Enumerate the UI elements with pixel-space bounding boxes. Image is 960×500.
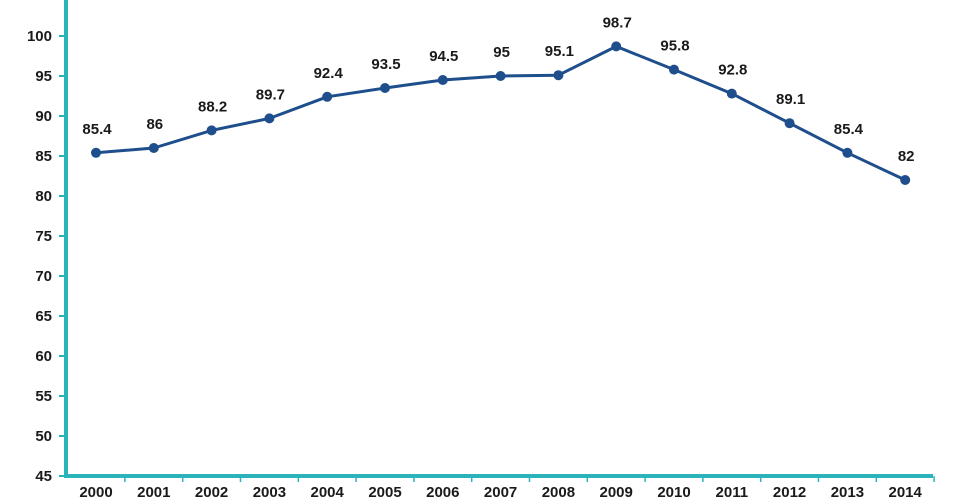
y-tick-label: 75 xyxy=(35,228,52,245)
x-tick-label: 2012 xyxy=(773,484,806,500)
data-point xyxy=(495,71,506,81)
y-tick-label: 95 xyxy=(35,68,52,85)
data-label: 92.4 xyxy=(314,65,344,82)
y-tick-label: 55 xyxy=(35,388,52,405)
y-tick-label: 100 xyxy=(27,28,52,45)
x-tick-label: 2003 xyxy=(253,484,286,500)
y-tick-label: 85 xyxy=(35,148,52,165)
data-point xyxy=(669,64,679,75)
data-point xyxy=(322,91,333,102)
y-tick-label: 90 xyxy=(35,108,52,125)
x-axis-ticks: 2000 2001 2002 2003 2004 2005 2006 2007 2008 2009… xyxy=(79,476,935,500)
x-tick-label: 2000 xyxy=(79,484,112,500)
x-tick-label: 2001 xyxy=(137,484,170,500)
x-tick-label: 2002 xyxy=(195,484,228,500)
y-tick-label: 60 xyxy=(35,348,52,365)
data-point xyxy=(900,175,911,185)
data-labels: 85.4 86 88.2 89.7 92.4 93.5 94.5 95 95.1 98.7 95.8… xyxy=(82,14,914,165)
data-point xyxy=(91,147,101,158)
data-point xyxy=(437,75,448,85)
x-tick-label: 2014 xyxy=(889,484,923,500)
data-label: 98.7 xyxy=(603,14,632,31)
data-point xyxy=(206,125,217,136)
data-point xyxy=(148,143,159,153)
data-label: 82 xyxy=(898,148,915,165)
data-label: 86 xyxy=(146,116,163,133)
data-point xyxy=(553,70,564,81)
y-axis-ticks: 45 50 55 60 65 70 75 80 85 90 95 100 xyxy=(27,28,66,485)
x-tick-label: 2004 xyxy=(311,484,345,500)
x-tick-label: 2011 xyxy=(716,484,749,500)
data-label: 92.8 xyxy=(718,62,747,79)
x-tick-label: 2007 xyxy=(484,484,517,500)
x-tick-label: 2010 xyxy=(657,484,690,500)
data-label: 95 xyxy=(493,44,510,61)
data-label: 89.1 xyxy=(776,91,805,108)
data-label: 93.5 xyxy=(371,56,400,73)
data-label: 89.7 xyxy=(256,86,285,103)
y-tick-label: 65 xyxy=(35,308,52,325)
x-tick-label: 2009 xyxy=(600,484,633,500)
data-point xyxy=(726,88,737,99)
data-point xyxy=(380,83,390,93)
x-tick-label: 2013 xyxy=(831,484,864,500)
data-points xyxy=(91,41,911,185)
x-tick-label: 2008 xyxy=(542,484,575,500)
y-tick-label: 45 xyxy=(35,468,52,485)
y-tick-label: 80 xyxy=(35,188,52,205)
data-point xyxy=(611,41,622,52)
data-label: 85.4 xyxy=(834,121,864,138)
data-label: 94.5 xyxy=(429,48,458,65)
y-tick-label: 50 xyxy=(35,428,52,445)
x-tick-label: 2005 xyxy=(368,484,401,500)
data-label: 95.8 xyxy=(660,38,689,55)
y-tick-label: 70 xyxy=(35,268,52,285)
data-point xyxy=(264,113,275,124)
data-point xyxy=(842,147,853,158)
data-point xyxy=(784,118,795,129)
data-label: 88.2 xyxy=(198,98,227,115)
data-label: 95.1 xyxy=(545,43,574,60)
data-label: 85.4 xyxy=(82,121,112,138)
x-tick-label: 2006 xyxy=(426,484,459,500)
